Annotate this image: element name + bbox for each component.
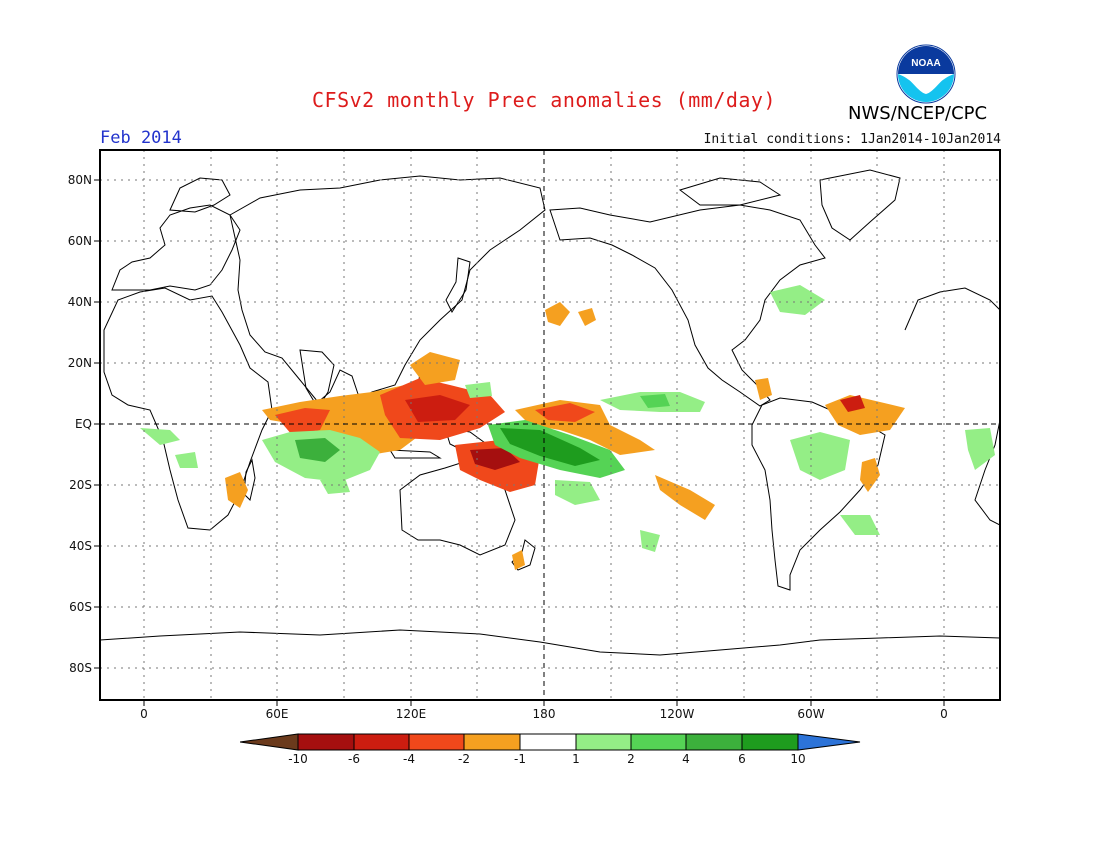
agency-label: NWS/NCEP/CPC	[848, 103, 988, 124]
lat-label-80s: 80S	[69, 661, 92, 675]
dry-anomaly-nz	[512, 550, 525, 570]
lat-label-20n: 20N	[67, 356, 92, 370]
initial-conditions: Initial conditions: 1Jan2014-10Jan2014	[703, 132, 1001, 147]
colorbar-bin-8	[685, 733, 743, 751]
colorbar-label: -1	[514, 752, 526, 766]
lat-label-60n: 60N	[67, 234, 92, 248]
dry-anomaly-png-core	[470, 448, 520, 470]
africa-outline	[103, 287, 273, 531]
scandinavia-outline	[169, 177, 231, 213]
lat-gridlines	[100, 179, 1000, 669]
japan-outline	[445, 257, 471, 314]
dry-anomaly-north-pacific	[545, 302, 570, 326]
dry-anomaly-indian-ocean-core	[275, 408, 330, 435]
forecast-period: Feb 2014	[100, 128, 182, 148]
axis-ticks	[94, 179, 945, 706]
dry-anomaly-brazil	[825, 395, 905, 435]
wet-anomaly-indian-ocean-core	[295, 438, 340, 462]
africa-repeat-outline	[904, 287, 1000, 331]
colorbar-label: 1	[572, 752, 580, 766]
lon-label-60e: 60E	[265, 707, 289, 721]
colorbar-label: -4	[403, 752, 415, 766]
india-outline	[299, 349, 335, 409]
map-frame	[99, 149, 1001, 701]
wet-anomaly-africa-east	[965, 428, 995, 470]
antarctica-outline	[100, 629, 1000, 656]
greenland-outline	[819, 169, 901, 241]
lat-label-eq: EQ	[74, 417, 92, 431]
lat-label-40n: 40N	[67, 295, 92, 309]
dry-anomaly-south-africa	[225, 472, 248, 508]
lon-label-0: 0	[140, 707, 148, 721]
dry-anomaly-maritime-core	[405, 395, 470, 422]
wet-anomaly-south-pacific	[555, 480, 600, 505]
colorbar-label: 4	[682, 752, 690, 766]
africa-repeat-outline-2	[974, 419, 1000, 526]
europe-outline	[111, 204, 241, 291]
wet-anomaly-western-pacific-core	[500, 428, 600, 466]
lon-label-60w: 60W	[797, 707, 825, 721]
java-outline	[389, 449, 442, 459]
wet-anomaly-north-pacific	[465, 382, 492, 398]
colorbar-bin-6	[575, 733, 632, 751]
lon-gridlines	[143, 150, 945, 700]
lat-label-40s: 40S	[69, 539, 92, 553]
lon-label-120w: 120W	[659, 707, 695, 721]
australia-outline	[399, 459, 516, 556]
colorbar-label: 10	[790, 752, 806, 766]
colorbar	[240, 733, 861, 751]
wet-anomaly-indian-south	[320, 478, 350, 494]
lon-label-0-east: 0	[940, 707, 948, 721]
wet-anomaly-pacific-south-2	[640, 530, 660, 552]
lat-label-80n: 80N	[67, 173, 92, 187]
colorbar-label: 6	[738, 752, 746, 766]
dry-anomaly-philippines-north	[410, 352, 460, 385]
colorbar-label: 2	[627, 752, 635, 766]
wet-anomaly-itcz-core	[640, 394, 670, 408]
lat-label-60s: 60S	[69, 600, 92, 614]
wet-anomaly-africa-2	[175, 452, 198, 468]
dry-anomaly-central-pacific-core	[535, 403, 595, 422]
dry-anomaly-brazil-core	[840, 395, 865, 412]
lat-label-20s: 20S	[69, 478, 92, 492]
logo-text: NOAA	[911, 58, 940, 69]
wet-anomaly-africa	[140, 428, 180, 445]
colorbar-bin-2	[353, 733, 410, 751]
colorbar-label: -10	[288, 752, 308, 766]
colorbar-bin-7	[630, 733, 687, 751]
anomaly-fields	[140, 285, 995, 570]
colorbar-bin-5	[519, 733, 577, 751]
colorbar-bin-4	[463, 733, 521, 751]
dry-anomaly-north-pacific-2	[578, 308, 596, 326]
colorbar-bin-3	[408, 733, 465, 751]
colorbar-low-arrow	[240, 733, 299, 751]
colorbar-high-arrow	[797, 733, 861, 751]
colorbar-bin-9	[741, 733, 799, 751]
chart-title: CFSv2 monthly Prec anomalies (mm/day)	[312, 88, 777, 112]
north-america-outline	[549, 204, 826, 407]
lon-label-180: 180	[532, 707, 556, 721]
arctic-islands-outline	[678, 177, 782, 206]
wet-anomaly-south-america	[790, 432, 850, 480]
colorbar-bin-1	[297, 733, 355, 751]
colorbar-label: -6	[348, 752, 360, 766]
wet-anomaly-south-atlantic	[840, 515, 880, 535]
dry-anomaly-caribbean	[755, 378, 772, 400]
dry-anomaly-indian-ocean	[262, 385, 420, 455]
colorbar-label: -2	[458, 752, 470, 766]
dry-anomaly-spcz	[655, 475, 715, 520]
dry-anomaly-brazil-east	[860, 458, 880, 492]
asia-outline	[229, 175, 546, 403]
wet-anomaly-atlantic	[770, 285, 825, 315]
noaa-logo: NOAA	[896, 44, 956, 104]
lon-label-120e: 120E	[395, 707, 427, 721]
